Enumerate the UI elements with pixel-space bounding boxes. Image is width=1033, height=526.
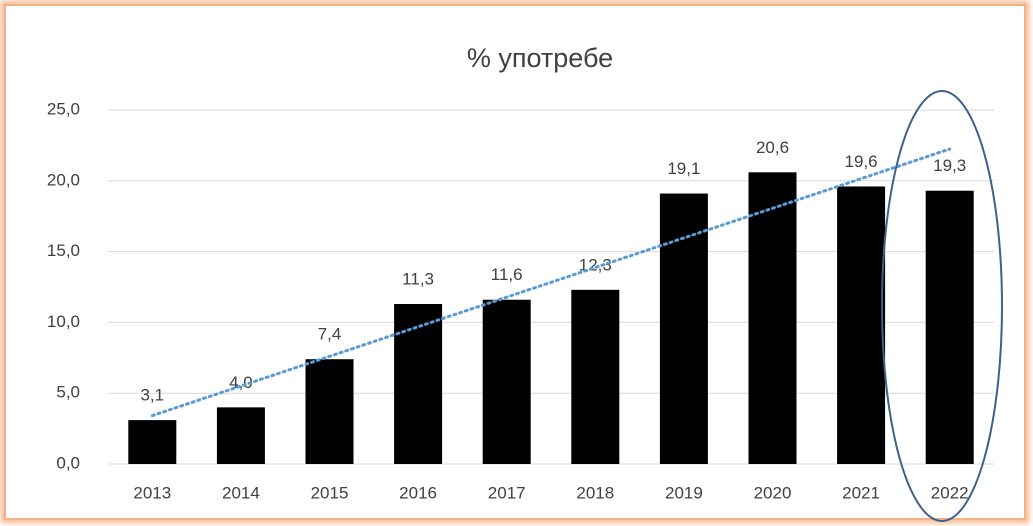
x-tick-label: 2013 [133,483,171,502]
value-label: 3,1 [140,386,164,405]
bar [837,186,886,465]
x-tick-label: 2021 [842,483,880,502]
bar [748,172,797,464]
x-tick-label: 2017 [488,483,526,502]
value-label: 11,3 [402,269,434,288]
bar [216,407,265,464]
x-tick-label: 2020 [754,483,792,502]
value-label: 4,0 [229,373,253,392]
highlight-ellipse [881,90,1003,522]
bar [394,303,443,464]
y-tick-label: 0,0 [56,453,80,472]
x-tick-label: 2016 [399,483,437,502]
y-tick-label: 15,0 [47,241,80,260]
y-tick-label: 10,0 [47,312,80,331]
x-tick-label: 2015 [311,483,349,502]
value-label: 11,6 [491,265,523,284]
bar [925,190,974,464]
value-label: 20,6 [756,138,789,157]
plot-area: 0,0 5,0 10,0 15,0 20,0 25,0 2013 3,1 2014 4,0 2015… [47,99,994,502]
y-tick-label: 20,0 [47,170,80,189]
bar [305,359,354,464]
y-tick-label: 5,0 [56,383,80,402]
value-label: 7,4 [318,325,342,344]
bar [128,420,177,464]
x-tick-label: 2022 [931,483,969,502]
value-label: 19,3 [933,156,966,175]
y-tick-label: 25,0 [47,99,80,118]
chart-title: % употребе [467,43,613,73]
x-tick-label: 2018 [576,483,614,502]
value-label: 19,1 [667,159,700,178]
bar [482,299,531,464]
x-tick-label: 2019 [665,483,703,502]
bar [571,289,620,464]
trendline [150,147,952,418]
value-label: 19,6 [845,152,878,171]
x-tick-label: 2014 [222,483,260,502]
bar [659,193,708,464]
